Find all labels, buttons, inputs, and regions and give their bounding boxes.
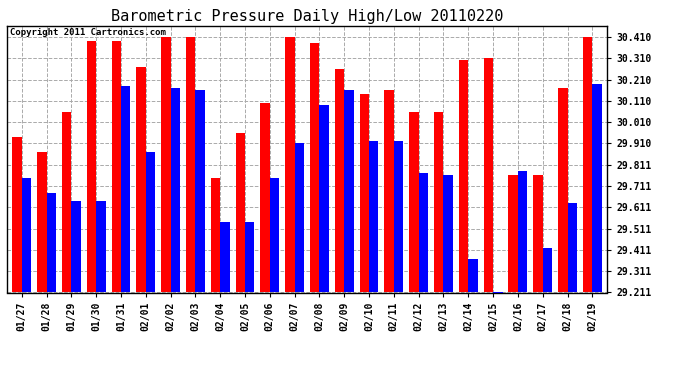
Bar [220, 222, 230, 292]
Bar [22, 178, 31, 292]
Bar [235, 133, 245, 292]
Bar [71, 201, 81, 292]
Bar [37, 152, 47, 292]
Bar [484, 58, 493, 292]
Bar [260, 103, 270, 292]
Bar [146, 152, 155, 292]
Bar [359, 94, 369, 292]
Bar [369, 141, 379, 292]
Bar [170, 88, 180, 292]
Bar [518, 171, 527, 292]
Bar [444, 176, 453, 292]
Bar [12, 137, 22, 292]
Bar [96, 201, 106, 292]
Bar [509, 176, 518, 292]
Bar [310, 43, 319, 292]
Bar [211, 178, 220, 292]
Bar [137, 67, 146, 292]
Bar [493, 292, 502, 327]
Bar [583, 37, 592, 292]
Bar [161, 37, 170, 292]
Bar [533, 176, 543, 292]
Bar [558, 88, 567, 292]
Bar [245, 222, 255, 292]
Bar [394, 141, 403, 292]
Bar [121, 86, 130, 292]
Bar [295, 144, 304, 292]
Bar [384, 90, 394, 292]
Bar [62, 111, 71, 292]
Bar [469, 259, 477, 292]
Bar [285, 37, 295, 292]
Bar [409, 111, 419, 292]
Bar [112, 41, 121, 292]
Bar [270, 178, 279, 292]
Bar [195, 90, 205, 292]
Bar [592, 84, 602, 292]
Bar [47, 192, 56, 292]
Bar [434, 111, 444, 292]
Bar [87, 41, 96, 292]
Bar [567, 203, 577, 292]
Text: Copyright 2011 Cartronics.com: Copyright 2011 Cartronics.com [10, 28, 166, 37]
Bar [344, 90, 354, 292]
Bar [319, 105, 329, 292]
Bar [335, 69, 344, 292]
Bar [543, 248, 552, 292]
Bar [459, 60, 469, 292]
Title: Barometric Pressure Daily High/Low 20110220: Barometric Pressure Daily High/Low 20110… [111, 9, 503, 24]
Bar [419, 173, 428, 292]
Bar [186, 37, 195, 292]
